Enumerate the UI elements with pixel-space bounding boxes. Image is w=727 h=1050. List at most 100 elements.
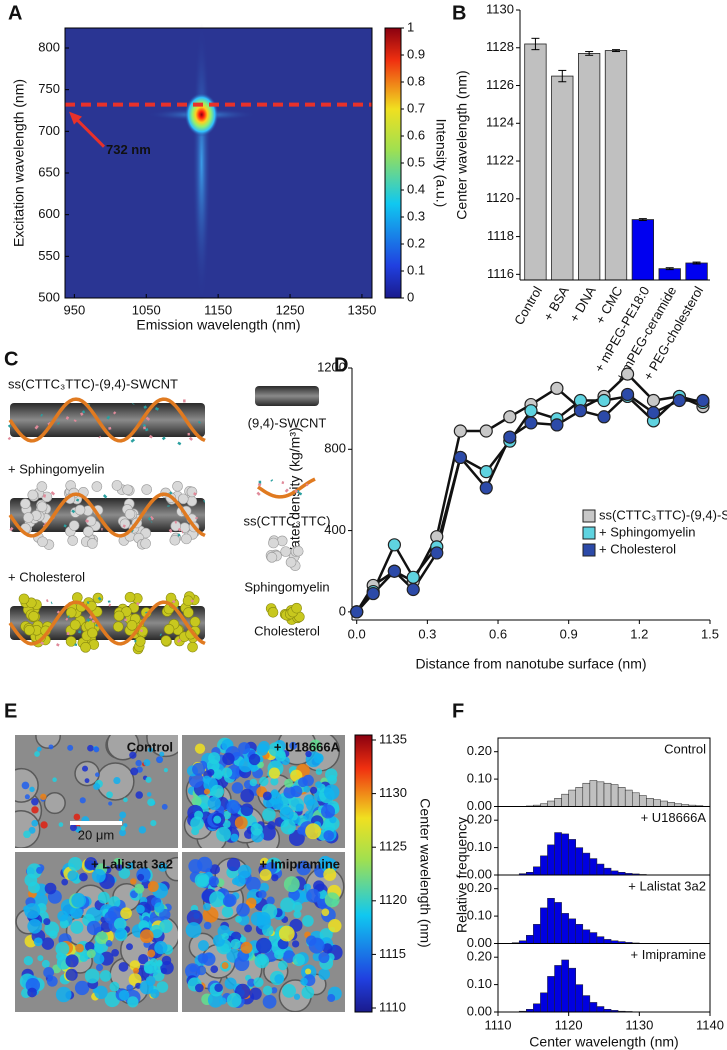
colorbar-tick-label: 1110 — [379, 999, 406, 1014]
base — [149, 515, 155, 521]
signal — [258, 890, 267, 899]
signal — [185, 922, 202, 939]
signal — [262, 791, 272, 801]
histogram-bar — [596, 936, 605, 944]
signal — [323, 868, 337, 882]
histogram-bar — [568, 839, 576, 876]
signal — [234, 816, 248, 830]
base — [82, 410, 86, 414]
signal — [143, 759, 151, 767]
histogram-bar — [554, 902, 562, 944]
colorbar-tick-label: 0.9 — [407, 46, 425, 61]
base — [142, 423, 147, 428]
signal — [188, 859, 203, 874]
signal — [123, 797, 128, 803]
signal — [158, 862, 168, 872]
signal — [79, 872, 88, 882]
point — [696, 393, 710, 408]
point — [503, 430, 517, 444]
signal — [238, 758, 253, 773]
signal — [91, 868, 106, 883]
legend-label: Sphingomyelin — [244, 579, 329, 594]
signal — [138, 826, 147, 834]
signal — [120, 825, 126, 831]
colorbar-tick-label: 1120 — [379, 892, 407, 907]
histogram-bar — [632, 792, 640, 807]
point — [550, 381, 564, 395]
signal — [84, 968, 100, 984]
base — [281, 481, 285, 485]
signal — [99, 970, 112, 982]
signal — [74, 980, 90, 996]
histogram-bar — [596, 781, 605, 807]
base — [298, 492, 303, 496]
y-tick-label: 700 — [38, 123, 60, 138]
panel-letter: C — [4, 348, 18, 370]
signal — [202, 952, 216, 966]
histogram-bar — [554, 798, 562, 807]
molecule-atom — [80, 642, 91, 653]
x-tick-label: 950 — [63, 302, 85, 317]
bar — [524, 43, 547, 281]
signal — [240, 936, 247, 943]
histogram-bar — [554, 832, 562, 876]
signal — [278, 925, 295, 942]
molecule-atom — [183, 607, 194, 618]
series-line — [355, 392, 703, 613]
signal — [33, 937, 43, 947]
base — [85, 519, 90, 523]
x-axis-label: Emission wavelength (nm) — [136, 317, 300, 333]
signal — [94, 985, 108, 1000]
y-tick-label: 1126 — [486, 77, 514, 92]
row-label: ss(CTTC₃TTC)-(9,4)-SWCNT — [8, 376, 178, 391]
y-axis-label: Water density (kg/m³) — [287, 427, 303, 560]
histogram-bar — [582, 782, 591, 807]
signal — [208, 752, 221, 765]
signal — [111, 948, 119, 957]
base — [148, 434, 153, 439]
point — [430, 546, 444, 560]
nanotube — [255, 386, 319, 406]
signal — [221, 906, 234, 918]
signal — [43, 918, 51, 926]
base — [9, 526, 14, 532]
legend-label: + Cholesterol — [599, 541, 676, 556]
signal — [139, 929, 154, 944]
molecule-atom — [177, 493, 189, 505]
signal — [328, 918, 342, 933]
signal — [93, 783, 101, 791]
signal — [247, 978, 256, 987]
signal — [213, 815, 222, 824]
heatmap-background — [65, 28, 372, 298]
colorbar-tick-label: 0.3 — [407, 208, 425, 223]
histogram-bar — [589, 780, 598, 807]
molecule-atom — [65, 607, 77, 618]
signal — [289, 741, 298, 750]
x-tick-label: 0.3 — [418, 626, 436, 641]
histogram-bar — [547, 898, 555, 944]
signal — [75, 943, 84, 953]
molecule-atom — [276, 535, 288, 547]
point — [479, 465, 493, 479]
signal — [219, 997, 227, 1005]
histogram-bar — [540, 907, 548, 944]
bar — [551, 75, 574, 281]
histogram-bar — [667, 802, 675, 807]
colorbar-tick-label: 1 — [407, 19, 414, 34]
signal — [309, 739, 322, 751]
signal — [186, 909, 203, 926]
base — [144, 427, 149, 432]
signal — [292, 901, 303, 912]
base — [40, 413, 43, 417]
scale-bar-label: 20 μm — [78, 827, 114, 842]
signal — [203, 921, 212, 930]
signal — [147, 747, 153, 753]
point — [597, 393, 611, 408]
signal — [293, 910, 302, 919]
row-label: + Sphingomyelin — [8, 461, 104, 476]
signal — [97, 891, 110, 904]
histogram-bar — [533, 924, 541, 944]
signal — [327, 774, 337, 785]
y-axis-label: Center wavelength (nm) — [454, 70, 470, 219]
base — [257, 483, 262, 487]
